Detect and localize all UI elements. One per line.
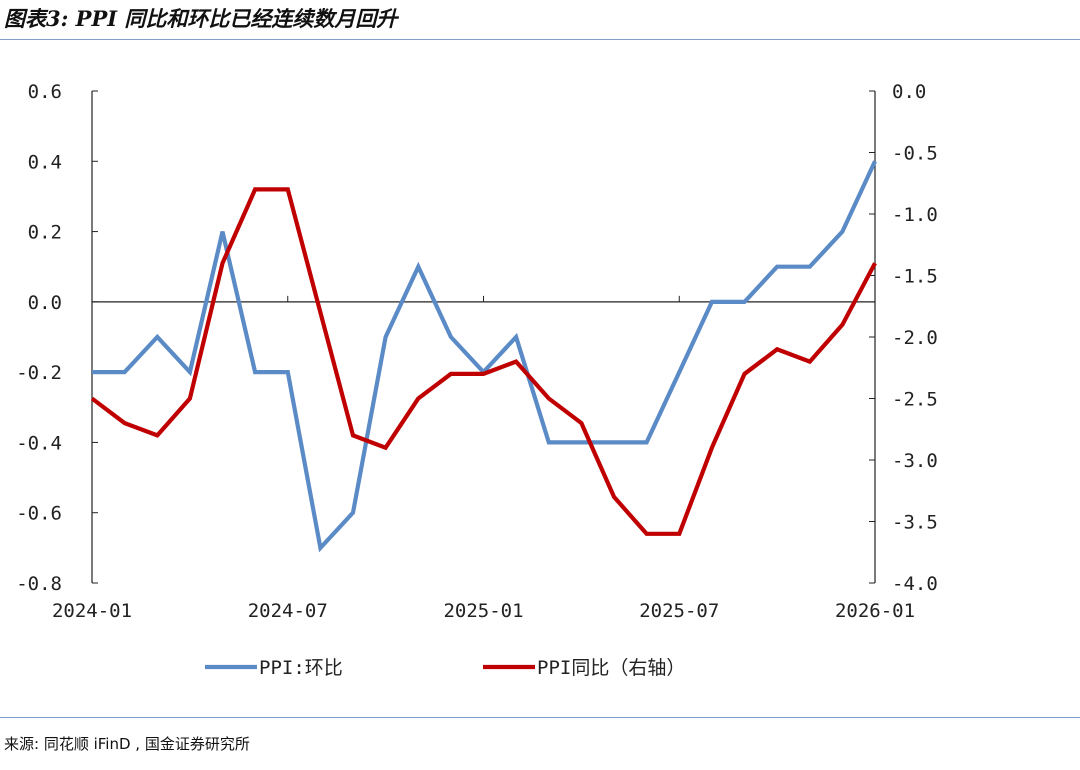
source-note: 来源: 同花顺 iFinD , 国金证券研究所: [4, 735, 250, 753]
right-tick-label: 0.0: [892, 81, 926, 103]
chart-title: 图表3: PPI 同比和环比已经连续数月回升: [4, 6, 398, 31]
right-tick-label: -3.5: [892, 512, 938, 534]
header-rule: [0, 39, 1080, 40]
x-tick-label: 2024-01: [52, 600, 132, 622]
left-tick-label: -0.6: [16, 503, 62, 525]
left-tick-label: -0.2: [16, 362, 62, 384]
series-line-ppi-mom: [92, 160, 877, 553]
x-tick-label: 2025-01: [443, 600, 523, 622]
left-tick-label: 0.6: [28, 81, 62, 103]
series-line-ppi-yoy: [90, 187, 877, 536]
left-tick-label: 0.2: [28, 222, 62, 244]
legend-label-ppi-mom: PPI:环比: [259, 657, 343, 679]
right-tick-label: -2.0: [892, 327, 938, 349]
dual-axis-line-chart: 0.6 0.4 0.2 0.0 -0.2 -0.4 -0.6 -0.8 0.0 -0.5 -1.0 -…: [16, 81, 938, 679]
x-tick-label: 2026-01: [835, 600, 915, 622]
footer-rule: [0, 717, 1080, 718]
left-tick-label: -0.4: [16, 432, 62, 454]
right-tick-label: -1.0: [892, 204, 938, 226]
left-tick-label: 0.4: [28, 151, 62, 173]
right-tick-label: -1.5: [892, 266, 938, 288]
left-tick-label: 0.0: [28, 292, 62, 314]
x-tick-label: 2024-07: [248, 600, 328, 622]
left-tick-label: -0.8: [16, 573, 62, 595]
legend-label-ppi-yoy: PPI同比（右轴）: [537, 657, 685, 679]
right-tick-label: -4.0: [892, 573, 938, 595]
right-tick-label: -0.5: [892, 143, 938, 165]
x-tick-label: 2025-07: [639, 600, 719, 622]
right-tick-label: -2.5: [892, 389, 938, 411]
right-tick-label: -3.0: [892, 450, 938, 472]
